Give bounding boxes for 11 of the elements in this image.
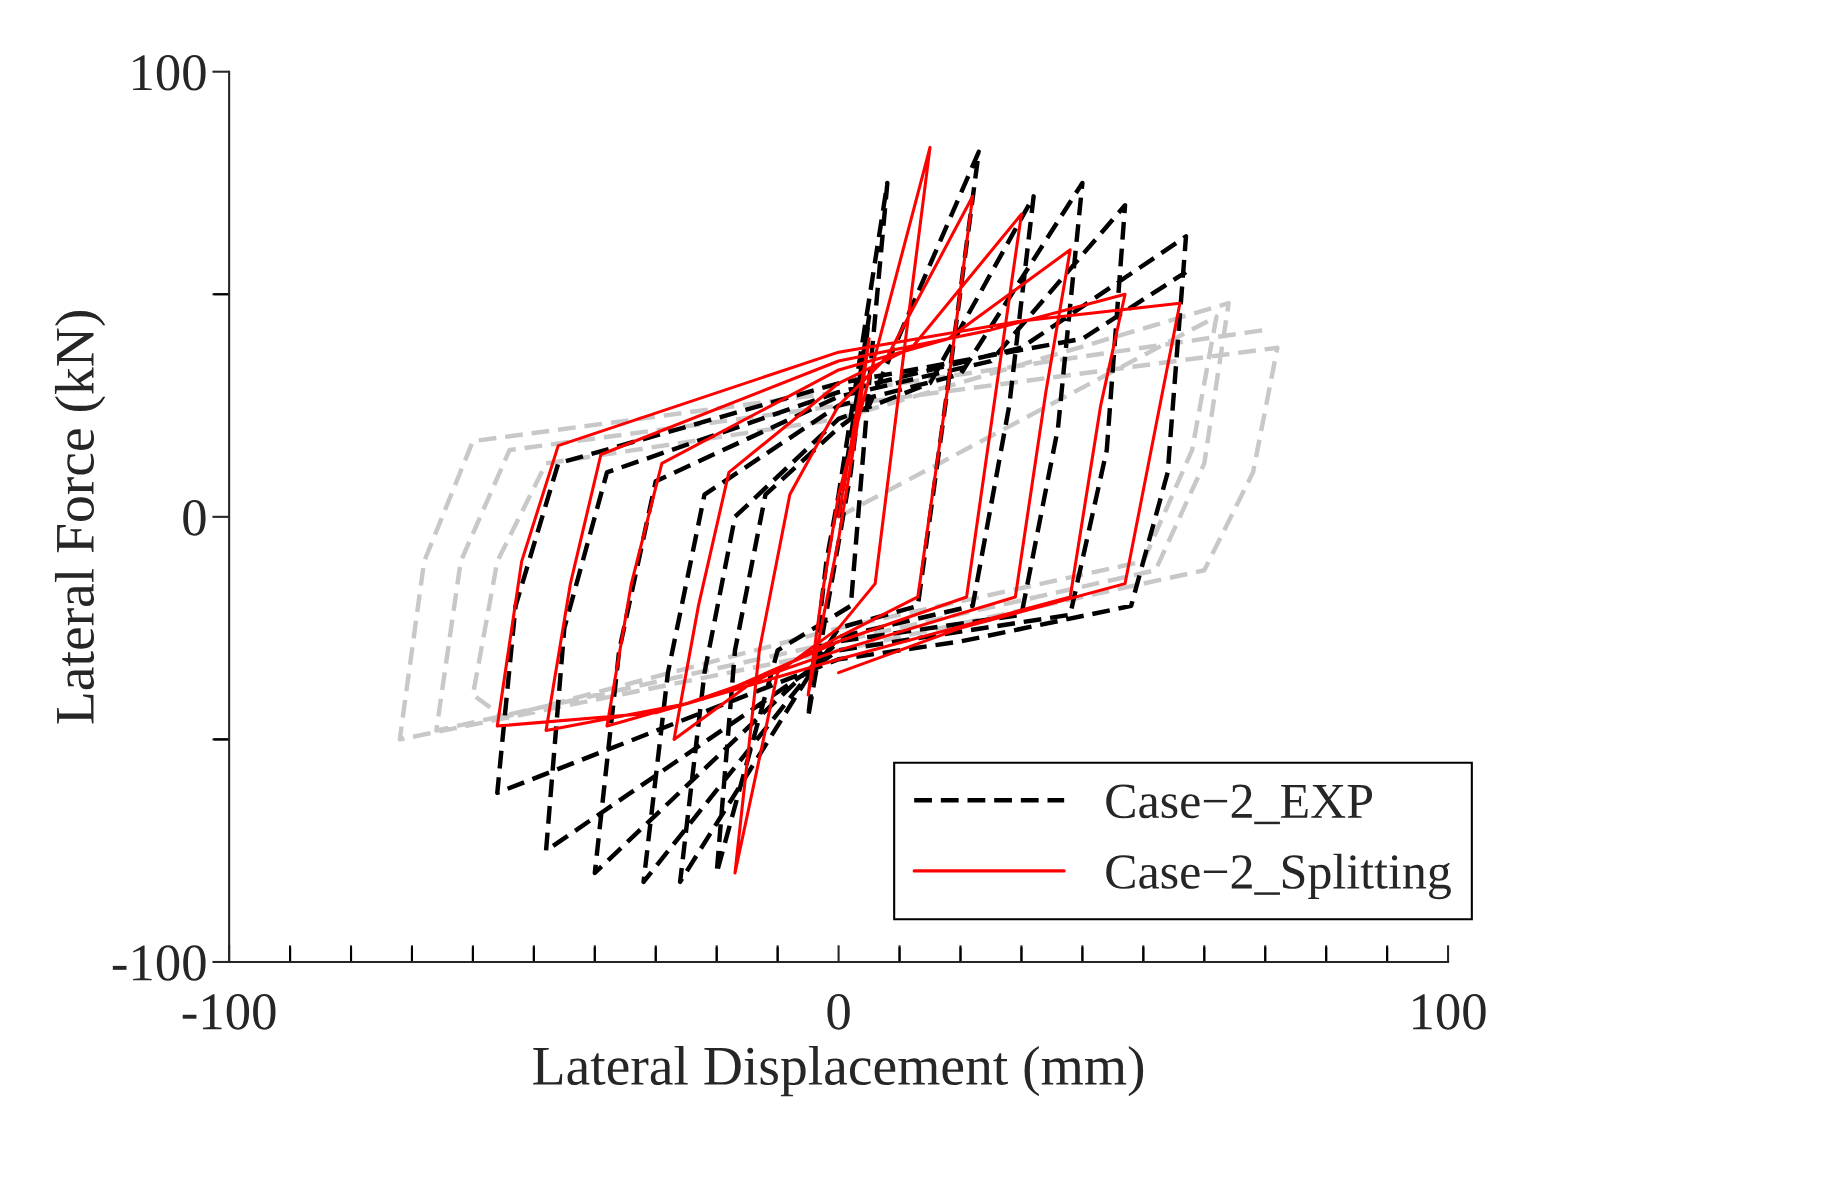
x-tick-label: -100: [182, 994, 276, 1030]
y-tick-label: 100: [133, 54, 206, 91]
x-tick-label: 0: [827, 994, 850, 1030]
y-tick-label: -100: [112, 945, 206, 981]
y-axis-title: Lateral Force (kN): [54, 311, 106, 724]
x-axis-title: Lateral Displacement (mm): [533, 1045, 1144, 1097]
line-series: [397, 300, 1280, 742]
x-tick-label: 100: [1413, 994, 1486, 1030]
legend-label: Case−2_EXP: [1106, 784, 1373, 825]
legend-label: Case−2_Splitting: [1106, 853, 1451, 900]
y-tick-label: 0: [183, 500, 206, 536]
